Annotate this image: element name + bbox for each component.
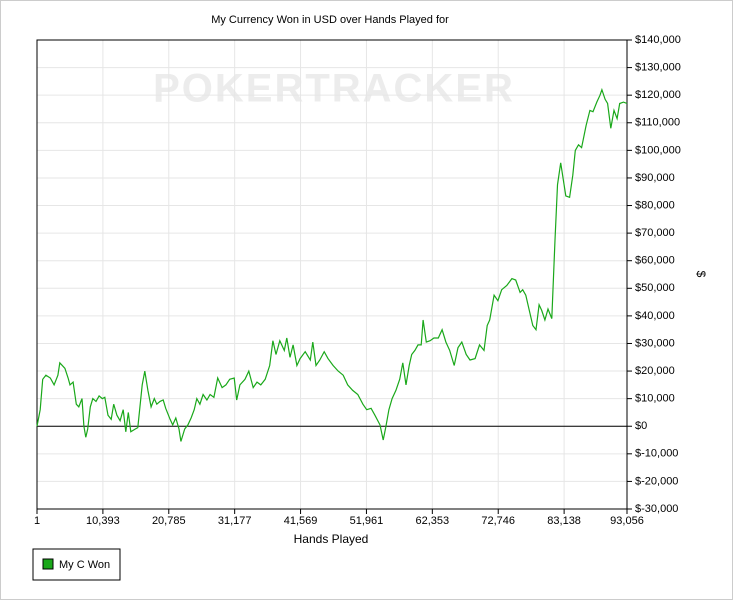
watermark: POKERTRACKER	[153, 67, 515, 111]
x-tick-label: 10,393	[86, 515, 120, 527]
y-axis-label: $	[694, 271, 708, 278]
y-tick-label: $120,000	[635, 89, 681, 101]
y-tick-label: $-30,000	[635, 503, 678, 515]
y-tick-label: $30,000	[635, 337, 675, 349]
x-tick-label: 41,569	[284, 515, 318, 527]
y-tick-label: $90,000	[635, 172, 675, 184]
x-tick-label: 31,177	[218, 515, 252, 527]
x-tick-label: 51,961	[350, 515, 384, 527]
y-tick-label: $140,000	[635, 34, 681, 46]
legend-swatch	[42, 558, 54, 570]
y-tick-label: $80,000	[635, 199, 675, 211]
plot-area	[36, 39, 628, 510]
y-tick-label: $-10,000	[635, 448, 678, 460]
y-tick-label: $110,000	[635, 117, 680, 129]
y-tick-label: $100,000	[635, 144, 681, 156]
y-tick-label: $70,000	[635, 227, 675, 239]
x-tick-label: 20,785	[152, 515, 186, 527]
series-line	[36, 87, 628, 442]
y-tick-label: $40,000	[635, 310, 675, 322]
chart-title: My Currency Won in USD over Hands Played…	[211, 14, 449, 26]
y-tick-label: $20,000	[635, 365, 675, 377]
x-axis-label: Hands Played	[294, 532, 369, 546]
y-tick-label: $50,000	[635, 282, 675, 294]
y-tick-label: $130,000	[635, 61, 681, 73]
x-tick-label: 83,138	[547, 515, 581, 527]
x-tick-label: 72,746	[481, 515, 515, 527]
y-tick-label: $0	[635, 420, 647, 432]
x-tick-label: 93,056	[610, 515, 644, 527]
x-tick-label: 62,353	[416, 515, 450, 527]
legend-label: My C Won	[59, 559, 110, 571]
y-tick-label: $60,000	[635, 255, 675, 267]
y-tick-label: $-20,000	[635, 475, 678, 487]
x-tick-label: 1	[34, 515, 40, 527]
y-tick-label: $10,000	[635, 393, 675, 405]
